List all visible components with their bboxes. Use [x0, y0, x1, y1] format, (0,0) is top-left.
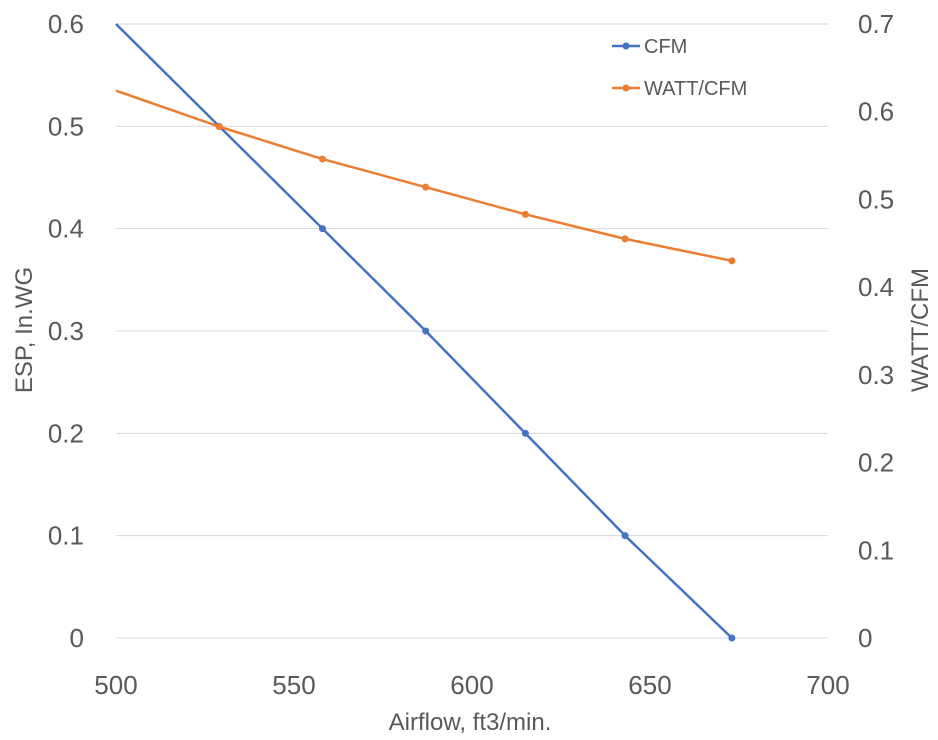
- x-tick-label: 700: [806, 670, 849, 700]
- data-point-cfm: [728, 634, 736, 642]
- data-point-watt-cfm: [215, 123, 223, 131]
- legend-item-cfm: CFM: [612, 36, 687, 58]
- y2-tick-label: 0.7: [858, 9, 894, 39]
- x-tick-label: 650: [628, 670, 671, 700]
- legend-label-cfm: CFM: [644, 36, 687, 58]
- data-point-watt-cfm: [521, 210, 529, 218]
- legend-label-watt-cfm: WATT/CFM: [644, 78, 747, 100]
- y-tick-label: 0.1: [48, 521, 84, 551]
- data-point-watt-cfm: [422, 183, 430, 191]
- x-tick-label: 600: [450, 670, 493, 700]
- data-point-watt-cfm: [621, 235, 629, 243]
- y-axis-ticks: 0 0.1 0.2 0.3 0.4 0.5 0.6: [48, 9, 84, 653]
- y-tick-label: 0.6: [48, 9, 84, 39]
- data-point-cfm: [422, 327, 430, 335]
- y2-axis-title: WATT/CFM: [907, 268, 934, 392]
- legend: CFM WATT/CFM: [612, 36, 747, 100]
- y2-tick-label: 0.5: [858, 184, 894, 214]
- y2-tick-label: 0.2: [858, 448, 894, 478]
- y-tick-label: 0.5: [48, 111, 84, 141]
- x-axis-ticks: 500 550 600 650 700: [94, 670, 849, 700]
- y-tick-label: 0.4: [48, 214, 84, 244]
- legend-marker-cfm: [622, 42, 630, 50]
- series-watt-cfm: [115, 89, 736, 265]
- y2-tick-label: 0: [858, 623, 872, 653]
- y-tick-label: 0.3: [48, 316, 84, 346]
- y2-tick-label: 0.4: [858, 272, 894, 302]
- y2-tick-label: 0.3: [858, 360, 894, 390]
- legend-marker-watt-cfm: [622, 84, 630, 92]
- data-point-cfm: [621, 532, 629, 540]
- x-tick-label: 500: [94, 670, 137, 700]
- legend-item-watt-cfm: WATT/CFM: [612, 78, 747, 100]
- y2-tick-label: 0.1: [858, 535, 894, 565]
- y-tick-label: 0.2: [48, 418, 84, 448]
- series-layer: [115, 23, 736, 642]
- x-tick-label: 550: [272, 670, 315, 700]
- grid: [116, 23, 828, 639]
- series-cfm: [115, 23, 736, 642]
- y2-tick-label: 0.6: [858, 97, 894, 127]
- data-point-watt-cfm: [318, 155, 326, 163]
- data-point-watt-cfm: [728, 257, 736, 265]
- y-tick-label: 0: [70, 623, 84, 653]
- x-axis-title: Airflow, ft3/min.: [389, 709, 552, 736]
- data-point-cfm: [521, 429, 529, 437]
- y-axis-title: ESP, In.WG: [11, 267, 38, 393]
- y2-axis-ticks: 0 0.1 0.2 0.3 0.4 0.5 0.6 0.7: [858, 9, 894, 653]
- data-point-cfm: [318, 225, 326, 233]
